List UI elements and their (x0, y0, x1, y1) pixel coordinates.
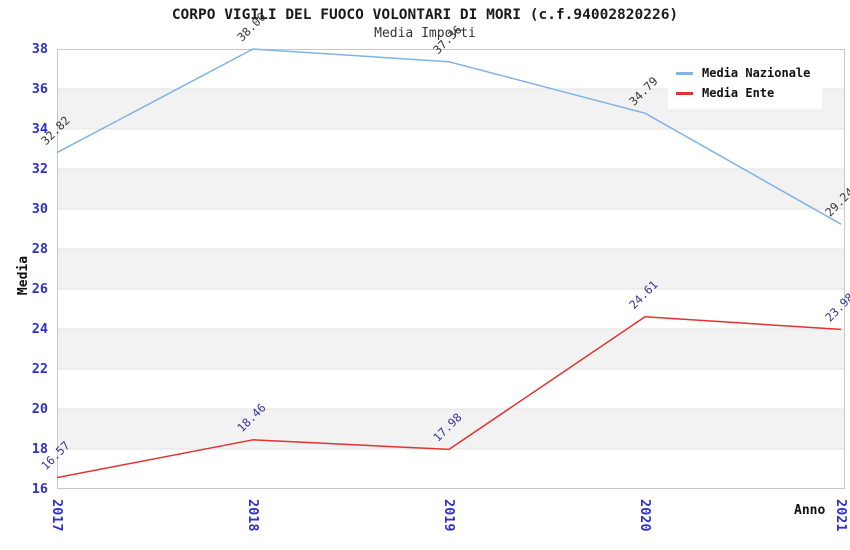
legend-item-media-ente: Media Ente (676, 83, 810, 103)
x-tick-label: 2020 (637, 499, 653, 532)
plot-band (57, 369, 845, 409)
plot-band (57, 249, 845, 289)
plot-band (57, 209, 845, 249)
y-tick-label: 38 (31, 41, 48, 57)
plot-band (57, 329, 845, 369)
legend-label-ente: Media Ente (702, 86, 775, 100)
y-tick-label: 22 (31, 361, 48, 377)
legend-item-media-nazionale: Media Nazionale (676, 63, 810, 83)
legend-line-sample-ente-icon (676, 91, 693, 95)
plot-border (57, 49, 845, 489)
x-tick-label: 2019 (441, 499, 457, 532)
x-tick-label: 2017 (49, 499, 65, 532)
series-line-nazionale (56, 48, 842, 225)
y-tick-label: 26 (31, 281, 48, 297)
plot-band (57, 449, 845, 489)
y-tick-label: 34 (31, 121, 48, 137)
y-tick-label: 36 (31, 81, 48, 97)
y-tick-label: 28 (31, 241, 48, 257)
x-tick-label: 2018 (245, 499, 261, 532)
y-tick-label: 16 (31, 481, 48, 497)
plot-band (57, 409, 845, 449)
chart-subtitle: Media Importi (374, 26, 476, 41)
x-axis-title: Anno (794, 503, 826, 518)
plot-band (57, 169, 845, 209)
y-tick-label: 30 (31, 201, 48, 217)
y-tick-label: 32 (31, 161, 48, 177)
y-tick-label: 24 (31, 321, 48, 337)
y-tick-label: 18 (31, 441, 48, 457)
chart-title: CORPO VIGILI DEL FUOCO VOLONTARI DI MORI… (171, 7, 679, 23)
plot-band (57, 289, 845, 329)
x-tick-label: 2021 (833, 499, 849, 532)
legend: Media Nazionale Media Ente (668, 59, 823, 109)
legend-line-sample-nazionale-icon (676, 71, 693, 75)
y-tick-label: 20 (31, 401, 48, 417)
legend-label-nazionale: Media Nazionale (702, 66, 811, 80)
plot-band (57, 129, 845, 169)
series-line-ente (56, 316, 842, 479)
